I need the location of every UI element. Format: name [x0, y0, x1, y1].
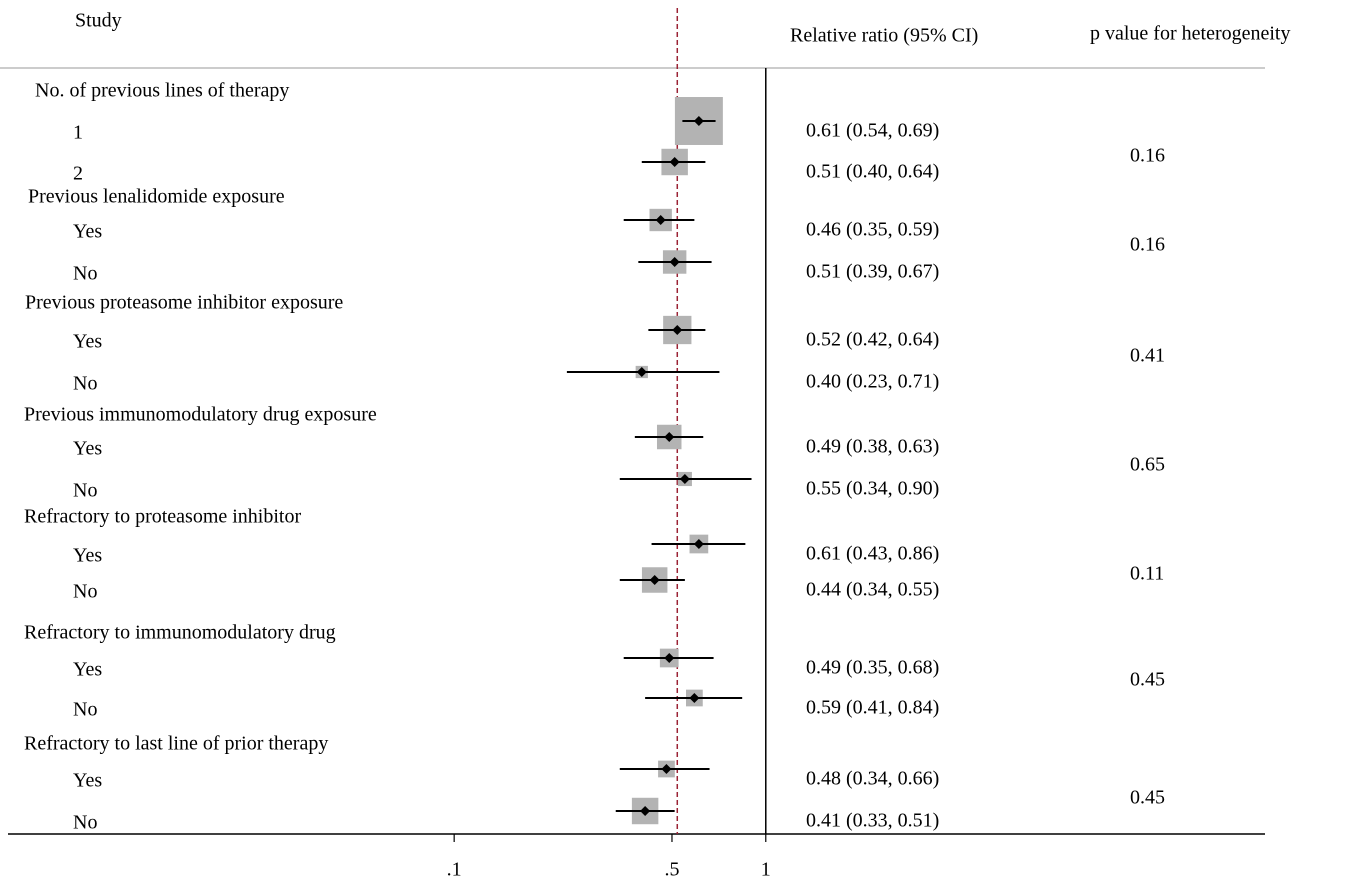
study-header: Study	[75, 10, 122, 32]
row-label: No	[73, 263, 97, 285]
x-tick-label: .5	[664, 859, 679, 881]
point-estimate	[669, 257, 680, 267]
estimate-text: 0.40 (0.23, 0.71)	[806, 371, 939, 393]
row-label: No	[73, 373, 97, 395]
row-label: 1	[73, 122, 83, 144]
p-value: 0.45	[1130, 669, 1165, 691]
row-label: Yes	[73, 221, 102, 243]
estimate-text: 0.59 (0.41, 0.84)	[806, 697, 939, 719]
estimate-text: 0.51 (0.40, 0.64)	[806, 161, 939, 183]
row-label: Yes	[73, 545, 102, 567]
p-header: p value for heterogeneity	[1090, 23, 1290, 45]
x-tick-label: .1	[447, 859, 462, 881]
row-label: No	[73, 699, 97, 721]
point-estimate	[640, 806, 651, 816]
point-estimate	[679, 474, 690, 484]
group-heading: Previous immunomodulatory drug exposure	[24, 404, 377, 426]
point-estimate	[693, 539, 704, 549]
p-value: 0.65	[1130, 454, 1165, 476]
point-estimate	[689, 693, 700, 703]
p-value: 0.41	[1130, 345, 1165, 367]
point-estimate	[664, 432, 675, 442]
row-label: Yes	[73, 659, 102, 681]
row-label: Yes	[73, 770, 102, 792]
row-label: No	[73, 581, 97, 603]
point-estimate	[655, 215, 666, 225]
estimate-text: 0.44 (0.34, 0.55)	[806, 579, 939, 601]
estimate-header: Relative ratio (95% CI)	[790, 25, 978, 47]
group-heading: Previous lenalidomide exposure	[28, 186, 285, 208]
estimate-text: 0.49 (0.38, 0.63)	[806, 436, 939, 458]
row-label: Yes	[73, 438, 102, 460]
point-estimate	[649, 575, 660, 585]
point-estimate	[669, 157, 680, 167]
p-value: 0.16	[1130, 234, 1165, 256]
group-heading: No. of previous lines of therapy	[35, 80, 289, 102]
estimate-text: 0.52 (0.42, 0.64)	[806, 329, 939, 351]
point-estimate	[636, 367, 647, 377]
estimate-text: 0.49 (0.35, 0.68)	[806, 657, 939, 679]
row-label: Yes	[73, 331, 102, 353]
point-estimate	[672, 325, 683, 335]
point-estimate	[693, 116, 704, 126]
group-heading: Refractory to proteasome inhibitor	[24, 506, 301, 528]
group-heading: Refractory to last line of prior therapy	[24, 733, 328, 755]
p-value: 0.16	[1130, 145, 1165, 167]
estimate-text: 0.41 (0.33, 0.51)	[806, 810, 939, 832]
estimate-text: 0.61 (0.54, 0.69)	[806, 120, 939, 142]
group-heading: Refractory to immunomodulatory drug	[24, 622, 336, 644]
p-value: 0.11	[1130, 563, 1164, 585]
point-estimate	[661, 764, 672, 774]
estimate-text: 0.55 (0.34, 0.90)	[806, 478, 939, 500]
row-label: No	[73, 480, 97, 502]
row-label: 2	[73, 163, 83, 185]
estimate-text: 0.46 (0.35, 0.59)	[806, 219, 939, 241]
x-tick-label: 1	[761, 859, 771, 881]
group-heading: Previous proteasome inhibitor exposure	[25, 292, 343, 314]
p-value: 0.45	[1130, 787, 1165, 809]
estimate-text: 0.51 (0.39, 0.67)	[806, 261, 939, 283]
row-label: No	[73, 812, 97, 834]
estimate-text: 0.48 (0.34, 0.66)	[806, 768, 939, 790]
point-estimate	[664, 653, 675, 663]
estimate-text: 0.61 (0.43, 0.86)	[806, 543, 939, 565]
